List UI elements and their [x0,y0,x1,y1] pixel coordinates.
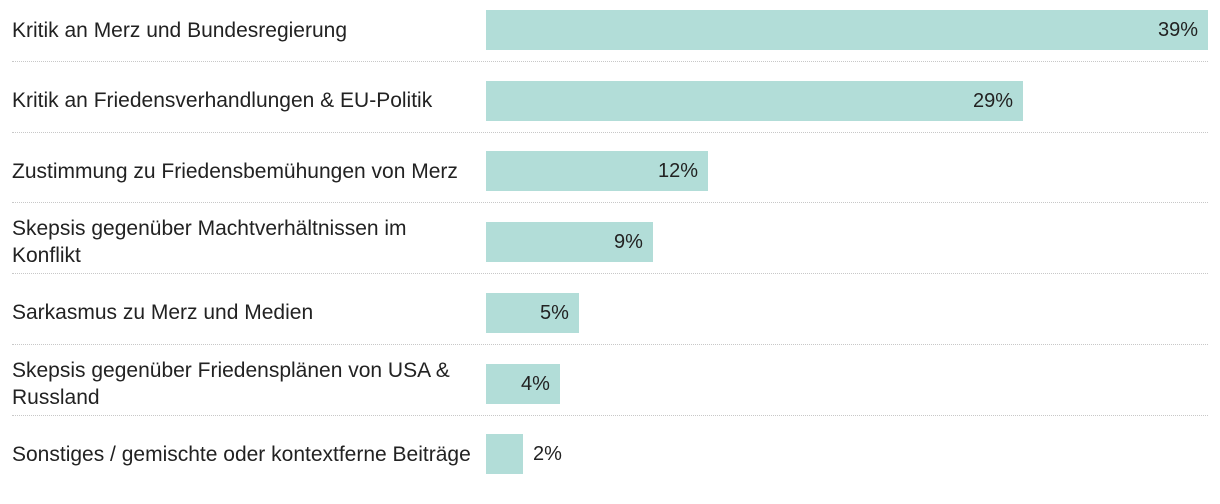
bar [486,292,579,333]
row-divider [12,273,1208,274]
bar [486,151,708,192]
category-label: Kritik an Friedensverhandlungen & EU-Pol… [12,89,433,112]
row-divider [12,415,1208,416]
value-label: 4% [521,372,550,395]
category-label: Skepsis gegenüber Friedensplänen von USA… [12,359,450,409]
bar [486,434,523,475]
value-label: 9% [614,231,643,254]
row-divider [12,202,1208,203]
category-label: Skepsis gegenüber Machtverhältnissen im … [12,217,407,267]
row-divider [12,61,1208,62]
row-divider [12,132,1208,133]
category-label: Sonstiges / gemischte oder kontextferne … [12,443,471,466]
bar [486,10,1208,50]
row-divider [12,344,1208,345]
category-label: Zustimmung zu Friedensbemühungen von Mer… [12,160,458,183]
value-label: 12% [658,160,699,183]
value-label: 5% [540,301,569,324]
value-label: 29% [973,89,1014,112]
bar [486,80,1023,121]
bar [486,222,653,263]
value-label: 39% [1158,19,1199,41]
category-label: Kritik an Merz und Bundesregierung [12,19,348,42]
value-label: 2% [533,443,562,466]
category-label: Sarkasmus zu Merz und Medien [12,301,314,324]
bar [486,363,560,404]
